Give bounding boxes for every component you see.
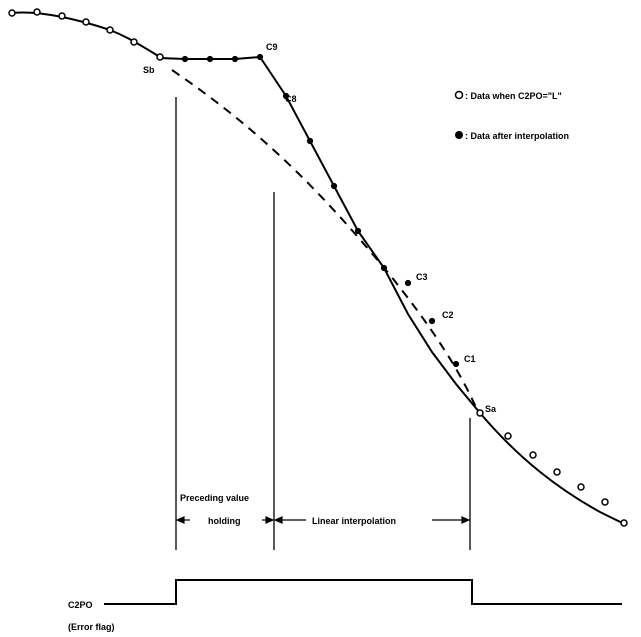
legend-filled-text: : Data after interpolation bbox=[465, 131, 569, 141]
region-preceding-label-2: holding bbox=[208, 516, 241, 526]
filled-point bbox=[380, 264, 388, 272]
open-point bbox=[601, 498, 609, 506]
c2po-signal-label: C2PO bbox=[68, 600, 93, 610]
open-point bbox=[504, 432, 512, 440]
filled-point-c8 bbox=[282, 92, 290, 100]
open-point bbox=[8, 9, 16, 17]
open-point bbox=[529, 451, 537, 459]
label-c3: C3 bbox=[416, 272, 428, 282]
filled-point bbox=[181, 55, 189, 63]
filled-point bbox=[330, 182, 338, 190]
filled-point bbox=[306, 137, 314, 145]
open-point bbox=[82, 18, 90, 26]
open-point bbox=[156, 53, 164, 61]
filled-point-c1 bbox=[452, 360, 460, 368]
open-point bbox=[58, 12, 66, 20]
label-c2: C2 bbox=[442, 310, 454, 320]
filled-point bbox=[354, 227, 362, 235]
error-flag-note: (Error flag) bbox=[68, 622, 115, 632]
open-point bbox=[620, 519, 628, 527]
legend-open-marker-icon bbox=[454, 90, 464, 100]
filled-point bbox=[231, 55, 239, 63]
filled-point-c3 bbox=[404, 279, 412, 287]
open-point bbox=[33, 8, 41, 16]
open-data-points-right bbox=[476, 409, 628, 527]
region-preceding-label-1: Preceding value bbox=[180, 493, 249, 503]
signal-curve-right bbox=[479, 412, 626, 525]
open-point bbox=[106, 26, 114, 34]
label-sa: Sa bbox=[485, 404, 497, 414]
region-linear-label: Linear interpolation bbox=[312, 516, 396, 526]
legend-filled-marker-icon bbox=[455, 131, 463, 139]
filled-point-c9 bbox=[256, 53, 264, 61]
filled-data-points bbox=[181, 53, 460, 368]
open-point bbox=[577, 483, 585, 491]
label-c1: C1 bbox=[464, 354, 476, 364]
open-point bbox=[130, 38, 138, 46]
c2po-signal-trace bbox=[104, 579, 622, 605]
preceding-range-arrows bbox=[175, 516, 275, 524]
legend-open-text: : Data when C2PO="L" bbox=[465, 91, 562, 101]
filled-point-c2 bbox=[428, 317, 436, 325]
open-point-sa bbox=[476, 409, 484, 417]
legend: : Data when C2PO="L" : Data after interp… bbox=[454, 90, 569, 141]
open-data-points-left bbox=[8, 8, 164, 61]
linear-range-arrows bbox=[273, 516, 471, 524]
label-c9: C9 bbox=[266, 42, 278, 52]
filled-point bbox=[206, 55, 214, 63]
label-c8: C8 bbox=[285, 94, 297, 104]
true-signal-dashed-curve bbox=[171, 69, 479, 413]
linear-interpolation-segment bbox=[259, 56, 481, 414]
label-sb: Sb bbox=[143, 65, 155, 75]
open-point bbox=[553, 468, 561, 476]
